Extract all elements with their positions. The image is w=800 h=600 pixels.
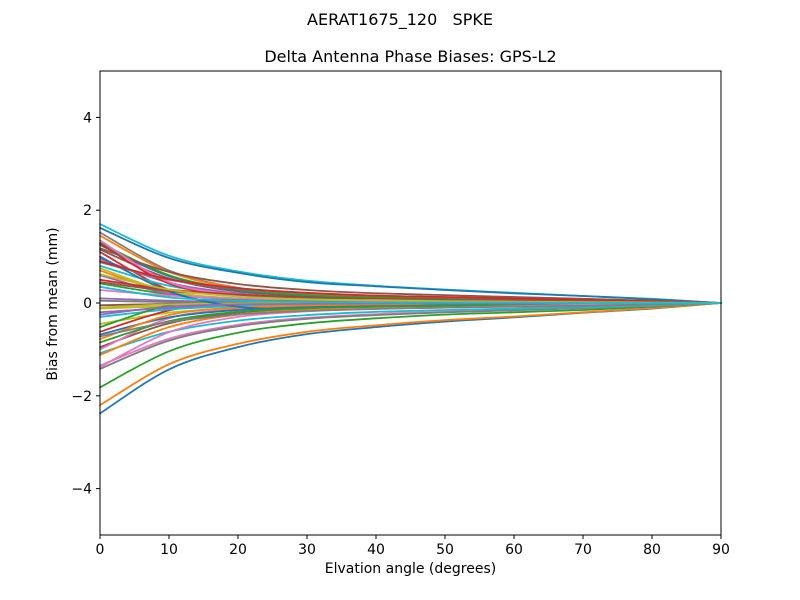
x-tick-label: 70 <box>574 542 592 558</box>
x-tick-label: 20 <box>229 542 247 558</box>
series-line <box>99 302 722 389</box>
x-tick-label: 90 <box>712 542 730 558</box>
x-axis-label: Elvation angle (degrees) <box>324 561 497 577</box>
y-tick-label: 0 <box>83 296 92 312</box>
x-tick-label: 0 <box>96 542 105 558</box>
x-tick-label: 50 <box>436 542 454 558</box>
axes-title: Delta Antenna Phase Biases: GPS-L2 <box>264 47 557 66</box>
y-axis-label: Bias from mean (mm) <box>45 227 61 381</box>
series-line <box>99 285 722 304</box>
y-tick-label: −2 <box>71 389 92 405</box>
figure-suptitle: AERAT1675_120 SPKE <box>307 10 493 29</box>
series-line <box>99 302 722 406</box>
y-tick-label: 2 <box>83 203 92 219</box>
x-tick-label: 10 <box>160 542 178 558</box>
y-tick-label: −4 <box>71 482 92 498</box>
series-line <box>99 302 722 354</box>
x-tick-label: 80 <box>643 542 661 558</box>
series-lines-group <box>99 223 722 415</box>
x-tick-label: 30 <box>298 542 316 558</box>
y-tick-label: 4 <box>83 110 92 126</box>
series-line <box>99 226 722 304</box>
series-line <box>99 302 722 338</box>
x-tick-label: 60 <box>505 542 523 558</box>
x-tick-label: 40 <box>367 542 385 558</box>
series-line <box>99 260 722 304</box>
